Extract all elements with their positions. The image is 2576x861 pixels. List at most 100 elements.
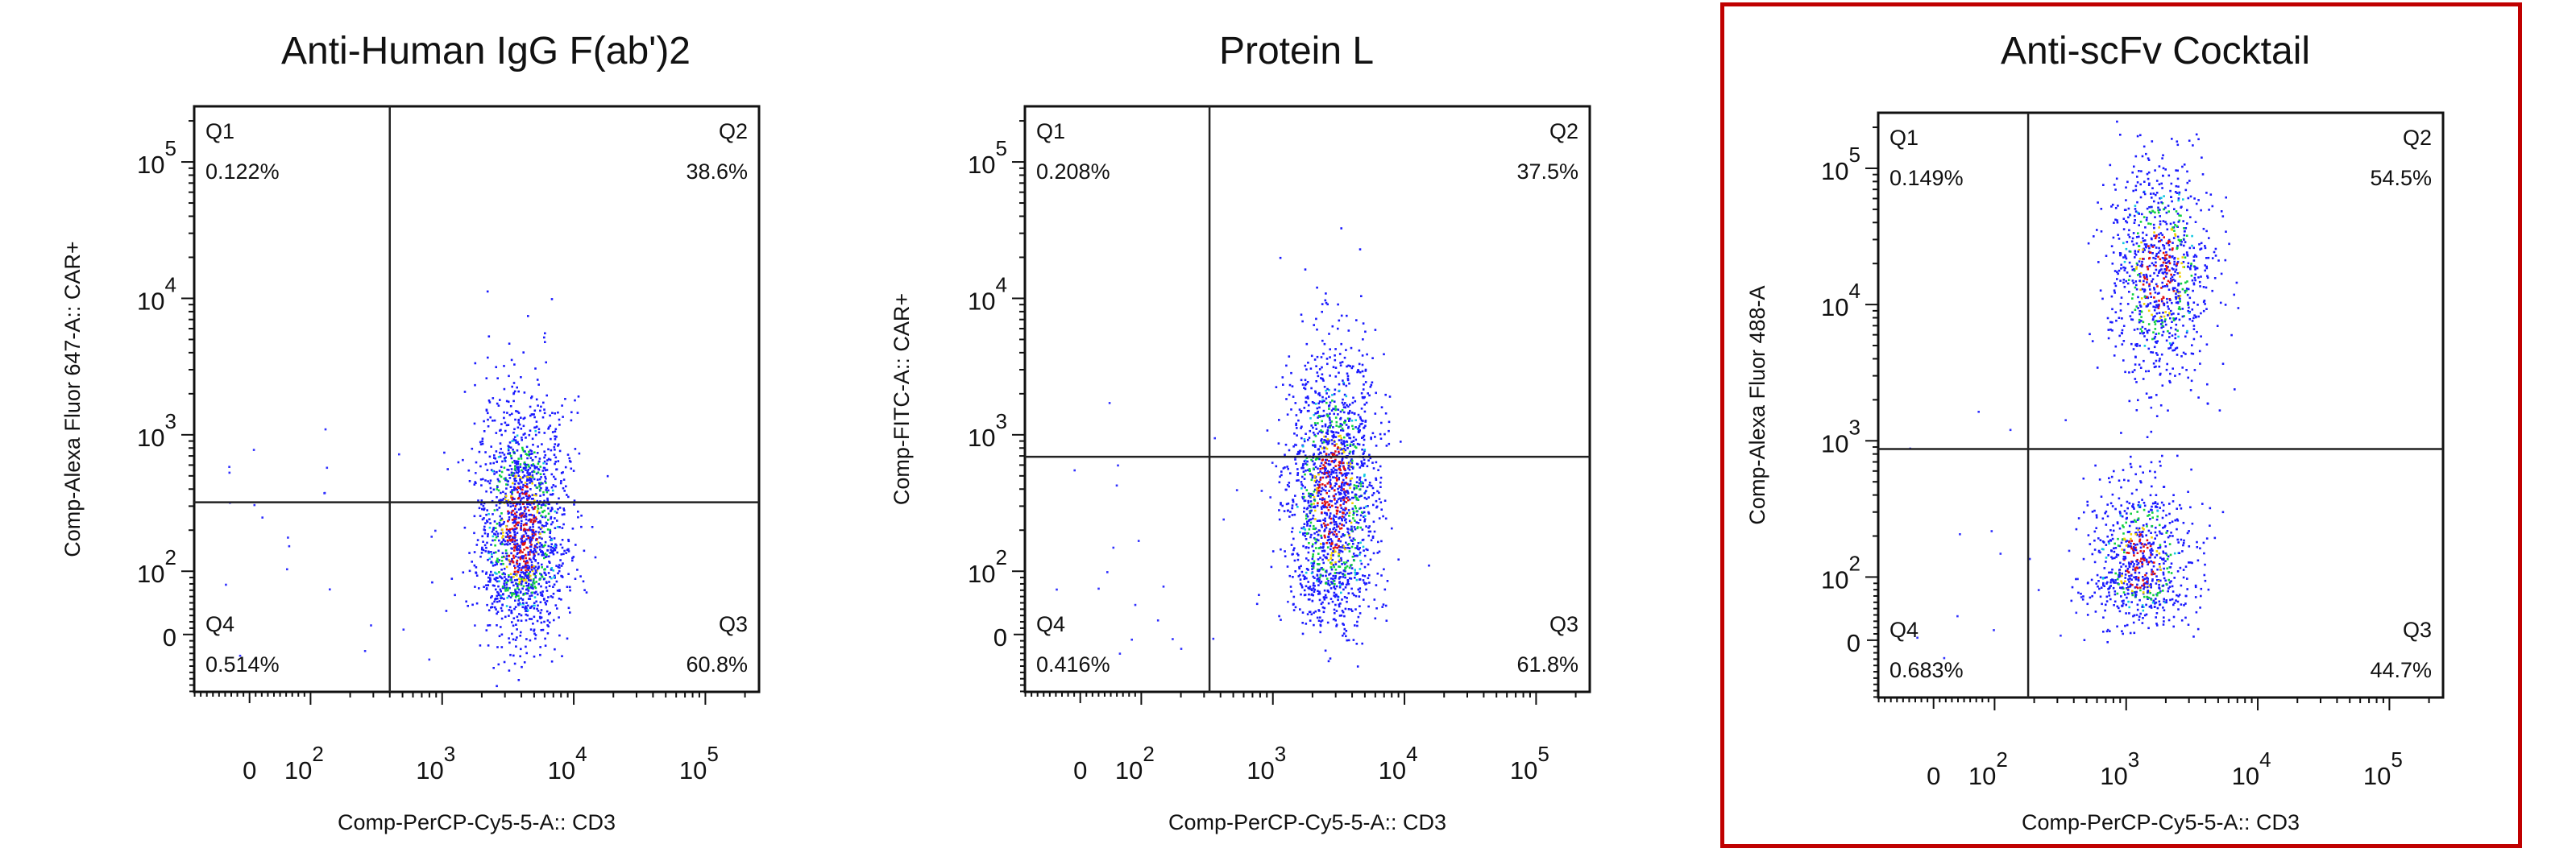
data-point	[1332, 577, 1334, 581]
data-point	[1343, 596, 1346, 598]
data-point	[558, 497, 560, 500]
data-point	[513, 489, 516, 491]
data-point	[1352, 639, 1355, 641]
data-point	[1362, 436, 1365, 438]
data-point	[1359, 568, 1362, 570]
data-point	[492, 488, 496, 491]
data-point	[2130, 533, 2133, 536]
data-point	[2122, 582, 2125, 585]
data-point	[521, 571, 525, 573]
data-point	[1322, 488, 1325, 491]
data-point	[1319, 451, 1321, 454]
data-point	[500, 542, 502, 545]
data-point	[1352, 440, 1355, 442]
data-point	[1321, 483, 1324, 486]
data-point	[465, 600, 467, 603]
data-point	[1304, 364, 1307, 367]
data-point	[2132, 243, 2135, 246]
data-point	[1317, 432, 1319, 435]
data-point	[525, 571, 528, 573]
data-point	[2154, 216, 2156, 218]
data-point	[1338, 491, 1340, 494]
data-point	[1302, 532, 1305, 535]
data-point	[535, 581, 537, 583]
data-point	[1321, 310, 1323, 313]
data-point	[1310, 509, 1313, 512]
data-point	[541, 574, 543, 577]
data-point	[528, 528, 531, 531]
data-point	[512, 514, 514, 516]
data-point	[530, 605, 533, 608]
data-point	[529, 453, 532, 455]
data-point	[2105, 576, 2108, 579]
data-point	[492, 535, 495, 538]
data-point	[2160, 353, 2163, 356]
data-point	[487, 535, 489, 538]
data-point	[1343, 356, 1346, 359]
data-point	[1342, 508, 1345, 511]
data-point	[532, 531, 534, 533]
data-point	[500, 597, 504, 599]
data-point	[501, 552, 504, 555]
data-point	[1315, 540, 1317, 544]
data-point	[2141, 265, 2143, 268]
data-point	[1339, 571, 1342, 574]
data-point	[521, 665, 523, 669]
data-point	[1301, 464, 1305, 467]
data-point	[547, 507, 550, 510]
data-point	[508, 542, 512, 545]
data-point	[474, 362, 477, 365]
data-point	[2204, 269, 2206, 272]
data-point	[2119, 134, 2122, 136]
data-point	[1297, 575, 1300, 577]
data-point	[2165, 262, 2168, 264]
data-point	[522, 450, 525, 453]
data-point	[2168, 342, 2172, 345]
data-point	[1321, 431, 1323, 434]
data-point	[2182, 266, 2184, 268]
data-point	[537, 531, 541, 534]
data-point	[2113, 582, 2115, 584]
data-point	[1383, 568, 1385, 571]
data-point	[1360, 481, 1363, 483]
data-point	[523, 572, 525, 575]
data-point	[1334, 619, 1337, 622]
data-point	[1356, 442, 1359, 445]
data-point	[536, 509, 539, 512]
data-point	[490, 491, 492, 494]
data-point	[2146, 275, 2148, 279]
data-point	[2148, 557, 2151, 559]
data-point	[2133, 614, 2136, 617]
data-point	[1285, 503, 1288, 506]
data-point	[580, 514, 583, 517]
data-point	[486, 519, 488, 522]
data-point	[1271, 462, 1274, 464]
data-point	[2168, 262, 2172, 265]
data-point	[2128, 291, 2130, 293]
data-point	[2121, 548, 2123, 551]
data-point	[2153, 573, 2156, 575]
data-point	[1375, 461, 1378, 464]
data-point	[1306, 520, 1309, 524]
data-point	[1352, 496, 1355, 499]
data-point	[508, 606, 512, 609]
data-point	[1307, 546, 1310, 549]
data-point	[2163, 268, 2166, 271]
data-point	[563, 513, 566, 515]
data-point	[1313, 503, 1315, 505]
data-point	[2174, 234, 2177, 237]
data-point	[1306, 460, 1309, 463]
data-point	[2184, 230, 2186, 233]
data-point	[1334, 561, 1337, 564]
data-point	[1375, 478, 1378, 481]
data-point	[1367, 459, 1370, 462]
data-point	[2195, 255, 2198, 258]
data-point	[1304, 473, 1306, 476]
data-point	[2198, 280, 2201, 284]
data-point	[2168, 543, 2172, 545]
data-point	[1330, 430, 1333, 433]
data-point	[531, 453, 533, 455]
data-point	[534, 493, 537, 495]
data-point	[2167, 587, 2170, 590]
data-point	[511, 559, 514, 562]
